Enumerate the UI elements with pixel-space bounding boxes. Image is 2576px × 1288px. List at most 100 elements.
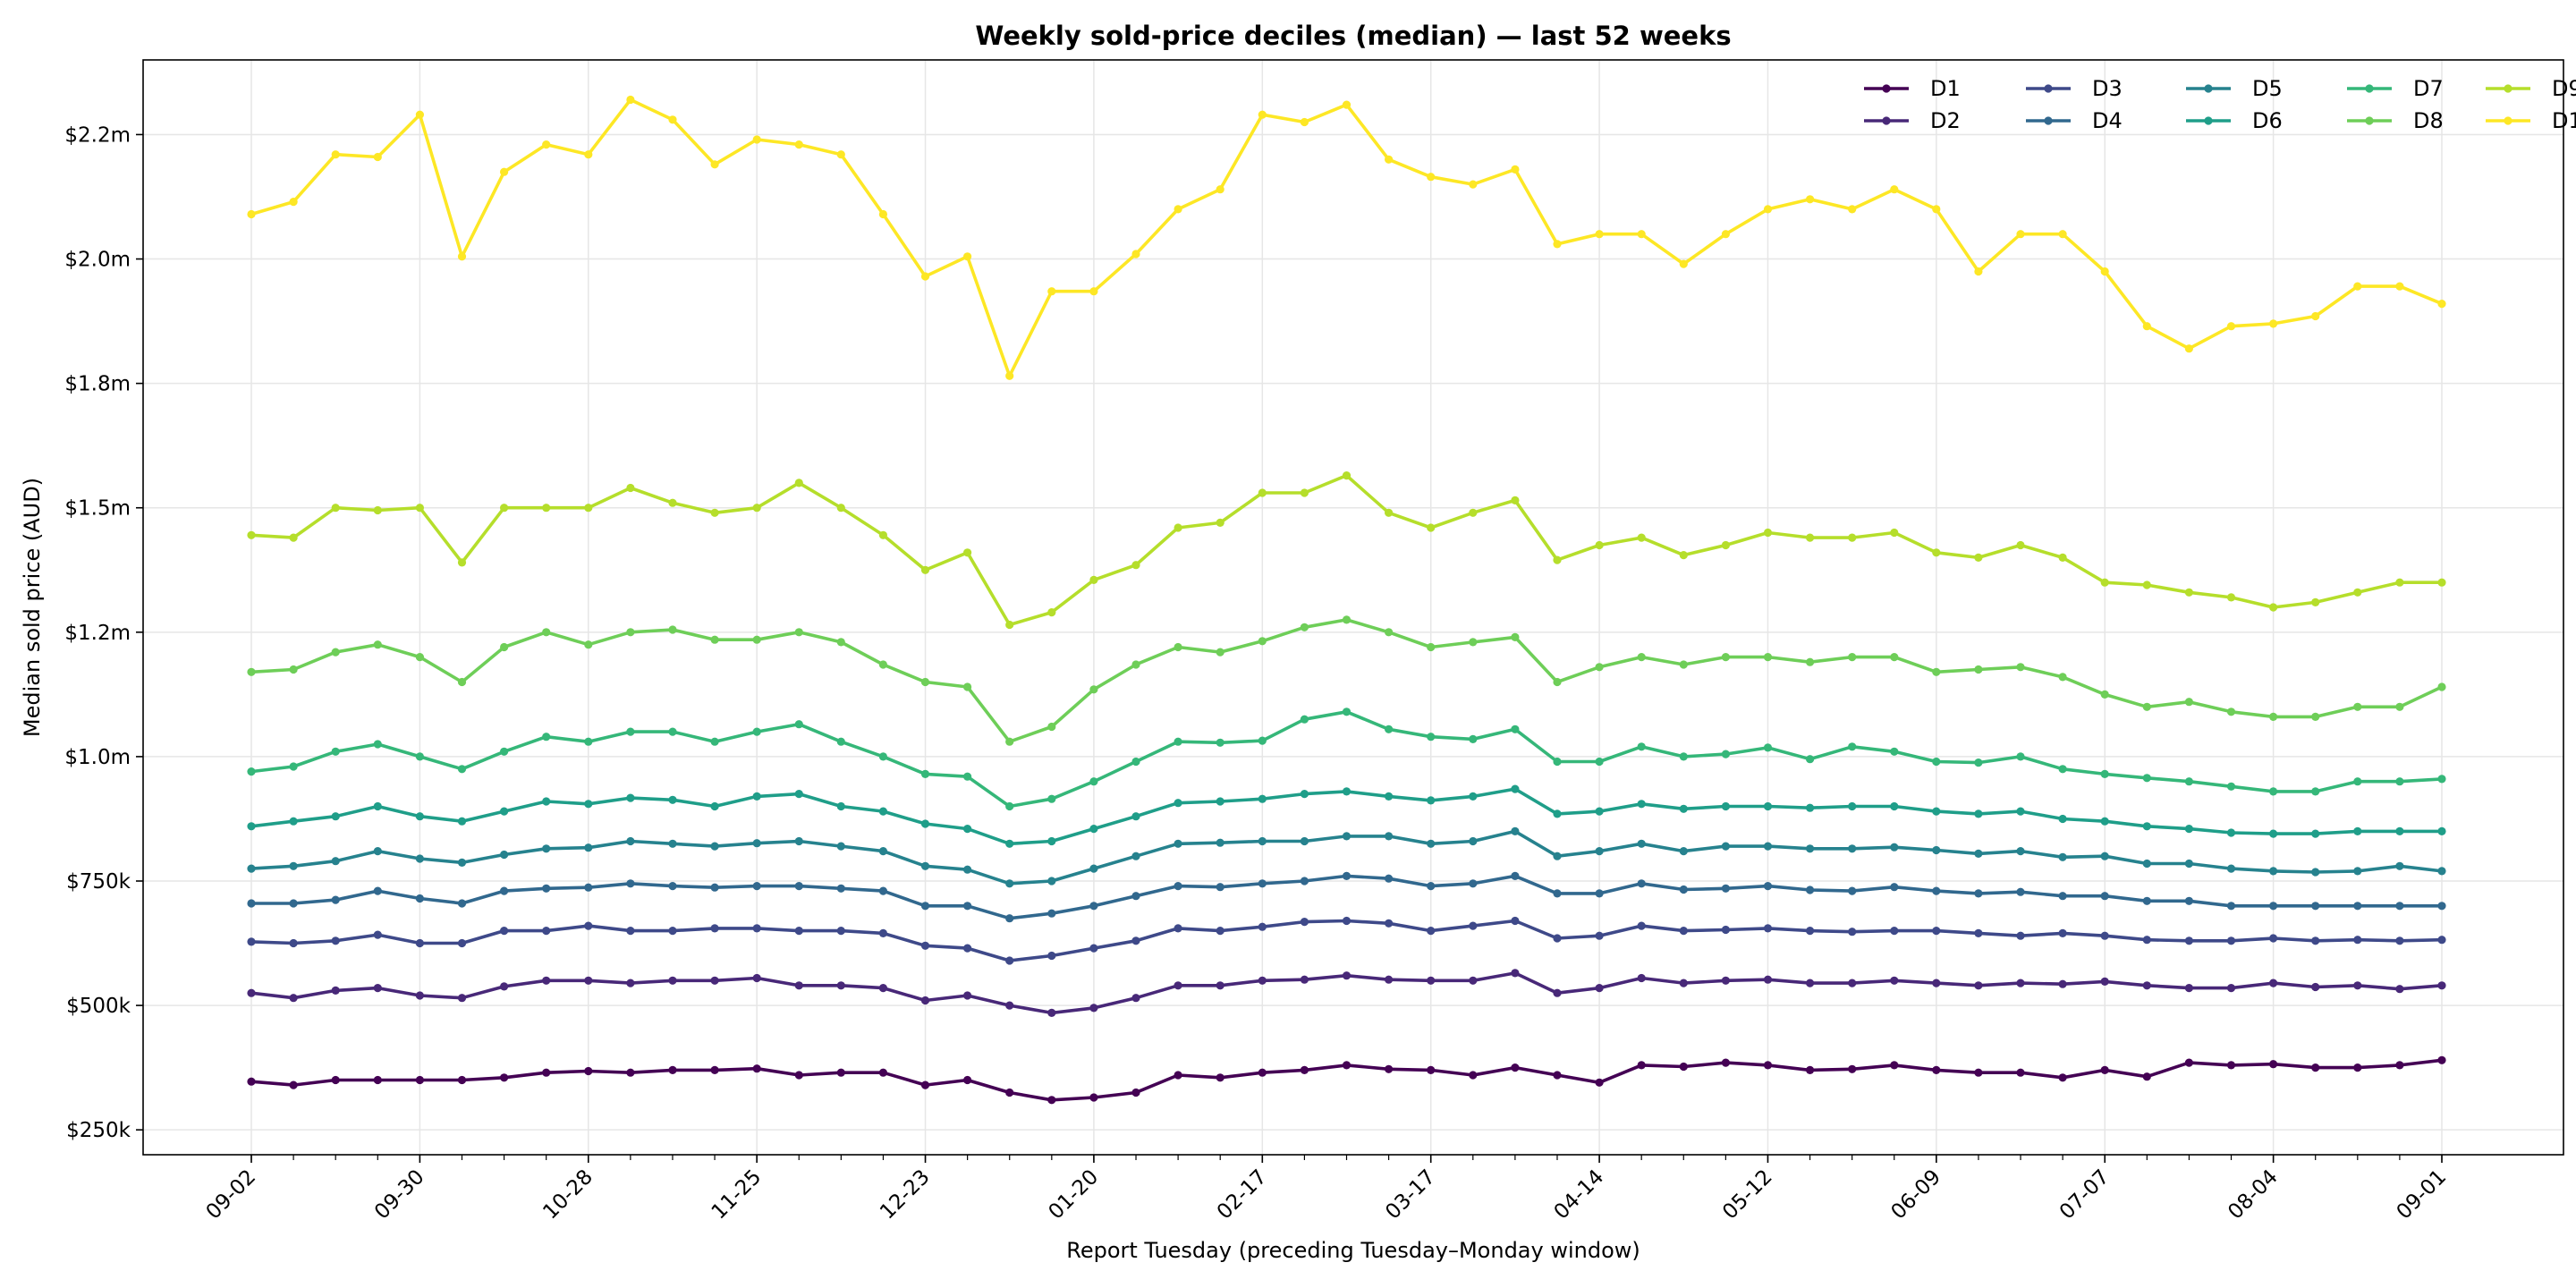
data-point <box>1974 267 1983 276</box>
data-point <box>794 1071 803 1080</box>
data-point <box>2184 859 2193 869</box>
data-point <box>1427 796 1436 805</box>
data-point <box>2058 673 2067 682</box>
data-point <box>2184 588 2193 597</box>
data-point <box>1932 927 1941 936</box>
data-point <box>1385 1064 1394 1073</box>
y-axis-title: Median sold price (AUD) <box>20 478 45 737</box>
data-point <box>2100 578 2109 587</box>
data-point <box>1047 608 1056 617</box>
data-point <box>1932 807 1941 816</box>
legend-label: D9 <box>2552 76 2576 101</box>
data-point <box>1469 836 1478 846</box>
y-tick-label: $1.0m <box>64 746 131 769</box>
data-point <box>1511 826 1520 836</box>
data-point <box>1721 976 1730 985</box>
legend-label: D3 <box>2092 76 2123 101</box>
data-point <box>1848 844 1857 853</box>
data-point <box>1848 928 1857 936</box>
data-point <box>2353 981 2362 990</box>
data-point <box>500 807 509 816</box>
data-point <box>1974 553 1983 563</box>
data-point <box>1890 653 1899 662</box>
legend-label: D5 <box>2252 76 2283 101</box>
data-point <box>752 1064 761 1073</box>
data-point <box>1427 927 1436 936</box>
data-point <box>289 938 298 948</box>
data-point <box>1511 969 1520 978</box>
legend-item-d4: D4 <box>2026 108 2123 133</box>
data-point <box>457 558 467 567</box>
data-point <box>2016 847 2025 856</box>
data-point <box>1511 724 1520 733</box>
data-point <box>794 628 803 637</box>
data-point <box>289 861 298 870</box>
data-point <box>920 1080 930 1089</box>
data-point <box>2395 826 2404 836</box>
data-point <box>2226 828 2236 837</box>
data-point <box>1089 1093 1098 1102</box>
data-point <box>794 479 803 487</box>
data-point <box>626 727 635 736</box>
data-point <box>1005 839 1014 848</box>
data-point <box>2226 782 2236 791</box>
data-point <box>2437 682 2446 691</box>
data-point <box>710 635 719 644</box>
data-point <box>2311 829 2320 838</box>
data-point <box>2353 588 2362 597</box>
y-tick-label: $1.2m <box>64 622 131 645</box>
data-point <box>1131 994 1140 1003</box>
data-point <box>752 839 761 848</box>
data-point <box>1511 632 1520 642</box>
data-point <box>1258 879 1267 888</box>
data-point <box>1595 847 1604 856</box>
data-point <box>752 924 761 933</box>
data-point <box>1469 792 1478 801</box>
data-point <box>1974 981 1983 990</box>
data-point <box>920 272 930 281</box>
data-point <box>2184 825 2193 834</box>
data-point <box>1763 743 1773 752</box>
data-point <box>1595 807 1604 816</box>
data-point <box>2100 977 2109 986</box>
data-point <box>752 635 761 644</box>
data-point <box>1342 708 1352 716</box>
data-point <box>2226 708 2236 716</box>
data-point <box>542 797 551 806</box>
series-d7 <box>247 708 2446 811</box>
data-point <box>1131 250 1140 258</box>
data-point <box>2226 936 2236 945</box>
legend-marker <box>2044 116 2053 125</box>
data-point <box>1848 979 1857 987</box>
data-point <box>415 1075 424 1085</box>
data-point <box>1005 371 1014 380</box>
data-point <box>331 812 340 821</box>
data-point <box>1806 533 1815 542</box>
data-point <box>1637 921 1646 930</box>
data-point <box>1721 540 1730 550</box>
data-point <box>626 483 635 493</box>
data-point <box>963 1075 972 1085</box>
data-point <box>920 677 930 687</box>
data-point <box>1385 628 1394 637</box>
data-point <box>836 1068 845 1077</box>
data-point <box>373 640 382 649</box>
data-point <box>794 836 803 846</box>
data-point <box>1679 979 1688 987</box>
data-point <box>1806 844 1815 853</box>
data-point <box>1385 919 1394 928</box>
data-point <box>1174 839 1182 848</box>
legend-marker <box>2044 84 2053 93</box>
data-point <box>584 504 593 513</box>
data-point <box>2437 902 2446 911</box>
data-point <box>1848 205 1857 214</box>
legend-item-d7: D7 <box>2347 76 2444 101</box>
data-point <box>2437 1055 2446 1064</box>
data-point <box>2226 864 2236 873</box>
data-point <box>1637 230 1646 239</box>
legend-item-d2: D2 <box>1864 108 1961 133</box>
data-point <box>2269 934 2278 943</box>
data-point <box>1047 1008 1056 1017</box>
data-point <box>836 150 845 159</box>
data-point <box>542 927 551 936</box>
